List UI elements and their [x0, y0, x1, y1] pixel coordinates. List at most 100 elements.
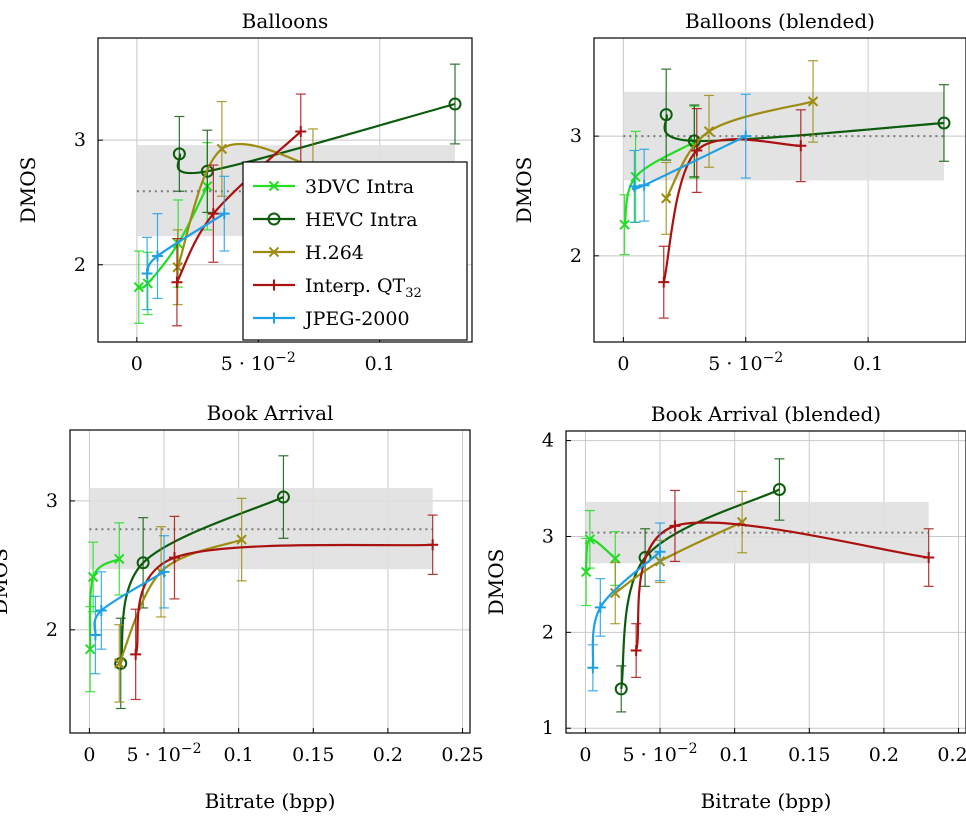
data-point: [448, 97, 462, 111]
data-point: [172, 147, 186, 161]
y-axis-label: DMOS: [512, 157, 536, 224]
data-point: [614, 682, 628, 696]
legend-marker: [268, 180, 280, 192]
series-jpeg: [628, 93, 752, 223]
series-hevc: [614, 458, 786, 713]
series-3dvc: [580, 509, 621, 607]
error-bar: [661, 68, 672, 161]
data-point: [923, 552, 935, 564]
legend-label: H.264: [305, 242, 364, 264]
data-point: [740, 130, 752, 142]
series-jpeg: [587, 522, 666, 692]
legend-label: Interp. QT32: [305, 275, 422, 301]
chart-panel-3: 0 5 · 10−2 0.1 0.15 0.2 0.25 2 3 Book Arrival DMO…: [0, 401, 484, 813]
data-point: [584, 534, 596, 545]
data-point: [236, 534, 247, 545]
y-axis-label: DMOS: [16, 157, 40, 224]
data-point: [84, 643, 96, 655]
data-point: [171, 276, 183, 288]
data-point: [658, 276, 670, 288]
series-line: [119, 496, 284, 664]
data-point: [937, 116, 951, 130]
legend-label: JPEG-2000: [303, 308, 410, 330]
reference-band: [89, 488, 433, 570]
data-point: [276, 490, 290, 504]
data-point: [158, 566, 170, 578]
data-point: [141, 267, 153, 279]
x-axis-label: Bitrate (bpp): [205, 789, 336, 813]
series-hevc: [114, 455, 290, 710]
chart-panel-2: 0 5 · 10−2 0.1 2 3 Balloons (blended) DMOS: [512, 9, 966, 375]
y-tick-label: 3: [74, 129, 86, 151]
series-jpeg: [89, 535, 170, 675]
data-point: [130, 648, 142, 660]
series-line: [635, 521, 929, 651]
y-tick-label: 2: [542, 621, 554, 643]
y-tick-label: 4: [542, 430, 554, 452]
reference-band: [585, 501, 929, 564]
error-bar: [774, 458, 785, 521]
legend-item-3dvc: 3DVC Intra: [253, 176, 414, 198]
y-tick-label: 3: [46, 490, 58, 512]
data-point: [218, 208, 230, 220]
data-point: [136, 556, 150, 570]
x-tick-label: 5 · 10−2: [127, 741, 202, 766]
chart-title: Balloons: [242, 9, 329, 33]
x-tick-label: 5 · 10−2: [623, 741, 698, 766]
x-tick-label: 0.25: [937, 744, 966, 766]
x-tick-label: 0.1: [224, 744, 254, 766]
data-point: [619, 219, 630, 230]
x-tick-label: 5 · 10−2: [708, 350, 783, 375]
data-point: [630, 645, 642, 657]
y-axis-label: DMOS: [0, 548, 12, 615]
series-group: [580, 458, 935, 713]
data-point: [660, 193, 672, 204]
series-interp: [171, 93, 307, 327]
legend-item-hevc: HEVC Intra: [253, 209, 418, 231]
series-interp: [630, 489, 935, 678]
legend-item-jpeg: JPEG-2000: [253, 308, 410, 330]
x-tick-label: 0: [617, 353, 629, 375]
data-point: [114, 553, 125, 565]
error-bar: [174, 115, 185, 192]
data-point: [216, 143, 228, 155]
x-tick-label: 0.2: [869, 744, 899, 766]
data-point: [669, 520, 681, 532]
data-point: [807, 96, 819, 107]
data-point: [172, 262, 183, 273]
data-point: [703, 126, 715, 137]
data-point: [142, 278, 153, 289]
data-point: [795, 140, 807, 152]
series-hevc: [172, 63, 462, 214]
series-line: [134, 543, 433, 655]
x-tick-label: 0.25: [441, 744, 483, 766]
x-tick-label: 0.1: [720, 744, 750, 766]
x-tick-label: 0.1: [853, 353, 883, 375]
data-point: [168, 552, 180, 564]
series-group: [84, 455, 439, 710]
y-tick-label: 2: [46, 619, 58, 641]
y-tick-label: 2: [570, 245, 582, 267]
series-group: [619, 60, 951, 319]
y-tick-label: 1: [542, 717, 554, 739]
chart-title: Book Arrival: [207, 401, 334, 425]
y-axis-label: DMOS: [484, 549, 508, 616]
chart-title: Balloons (blended): [685, 9, 875, 33]
data-point: [89, 629, 101, 641]
data-point: [207, 208, 219, 220]
series-line: [138, 185, 209, 289]
legend-marker: [268, 246, 280, 258]
data-point: [587, 662, 599, 674]
y-tick-label: 3: [542, 525, 554, 547]
x-tick-label: 0: [579, 744, 591, 766]
y-tick-label: 3: [570, 125, 582, 147]
legend-label: HEVC Intra: [305, 209, 418, 231]
data-point: [659, 108, 673, 122]
data-point: [628, 180, 640, 192]
legend: 3DVC Intra HEVC Intra H.264 Interp. QT32 JPE…: [242, 161, 468, 341]
legend-item-h264: H.264: [253, 242, 364, 264]
series-line: [176, 102, 456, 175]
series-jpeg: [141, 175, 230, 311]
chart-title: Book Arrival (blended): [651, 402, 881, 426]
